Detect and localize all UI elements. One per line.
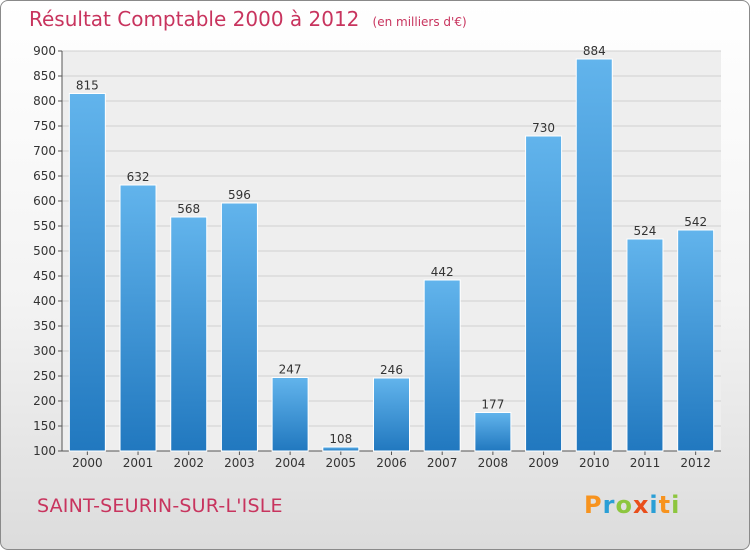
value-label: 730	[532, 121, 555, 135]
x-tick-label: 2005	[326, 456, 357, 470]
bar-2010	[575, 58, 613, 452]
value-label: 246	[380, 363, 403, 377]
commune-name: SAINT-SEURIN-SUR-L'ISLE	[37, 495, 283, 517]
y-tick-label: 400	[33, 294, 56, 308]
y-tick-label: 650	[33, 169, 56, 183]
y-tick-label: 500	[33, 244, 56, 258]
y-tick-label: 700	[33, 144, 56, 158]
x-tick-label: 2007	[427, 456, 458, 470]
x-tick-label: 2008	[478, 456, 509, 470]
bar-2001	[119, 184, 157, 452]
value-label: 524	[634, 224, 657, 238]
x-tick-label: 2001	[123, 456, 154, 470]
value-label: 442	[431, 265, 454, 279]
y-tick-label: 750	[33, 119, 56, 133]
x-tick-label: 2009	[528, 456, 559, 470]
logo-letter: t	[658, 491, 672, 519]
y-tick-label: 200	[33, 394, 56, 408]
x-tick-label: 2002	[173, 456, 204, 470]
chart-subtitle: (en milliers d'€)	[372, 15, 467, 29]
proxiti-logo[interactable]: Proxiti	[584, 491, 680, 519]
x-tick-label: 2011	[630, 456, 661, 470]
value-label: 596	[228, 188, 251, 202]
bar-2005	[322, 446, 360, 452]
x-tick-label: 2000	[72, 456, 103, 470]
value-label: 108	[329, 432, 352, 446]
bar-2008	[474, 412, 512, 452]
bar-2011	[626, 238, 664, 452]
x-tick-label: 2006	[376, 456, 407, 470]
logo-letter: P	[584, 491, 603, 519]
x-tick-label: 2003	[224, 456, 255, 470]
y-tick-label: 550	[33, 219, 56, 233]
y-tick-label: 450	[33, 269, 56, 283]
value-label: 177	[481, 398, 504, 412]
bar-2000	[68, 93, 106, 452]
bar-2006	[373, 377, 410, 452]
y-tick-label: 300	[33, 344, 56, 358]
chart-title: Résultat Comptable 2000 à 2012	[29, 7, 360, 31]
bar-2002	[170, 216, 208, 452]
bars	[68, 58, 715, 452]
x-tick-label: 2012	[680, 456, 711, 470]
bar-2007	[423, 279, 461, 452]
y-tick-label: 850	[33, 69, 56, 83]
y-tick-label: 600	[33, 194, 56, 208]
x-tick-label: 2010	[579, 456, 610, 470]
y-tick-label: 350	[33, 319, 56, 333]
bar-2009	[525, 135, 563, 452]
value-label: 542	[684, 215, 707, 229]
bar-2012	[677, 229, 715, 452]
value-label: 632	[127, 170, 150, 184]
value-label: 568	[177, 202, 200, 216]
logo-letter: i	[649, 491, 659, 519]
y-tick-label: 250	[33, 369, 56, 383]
value-label: 815	[76, 79, 99, 93]
logo-letter: r	[602, 491, 616, 519]
bar-2004	[271, 377, 309, 452]
title-row: Résultat Comptable 2000 à 2012 (en milli…	[29, 7, 467, 31]
bar-2003	[220, 202, 258, 452]
y-tick-label: 900	[33, 44, 56, 58]
logo-letter: i	[671, 491, 681, 519]
value-label: 247	[279, 363, 302, 377]
logo-letter: x	[632, 491, 650, 519]
logo-letter: o	[615, 491, 633, 519]
y-tick-label: 800	[33, 94, 56, 108]
x-tick-label: 2004	[275, 456, 306, 470]
y-tick-label: 100	[33, 444, 56, 458]
value-label: 884	[583, 44, 606, 58]
labels: 100 150 200 250 300 350 400 450 500 550 600 650 700 7…	[33, 44, 711, 470]
y-tick-label: 150	[33, 419, 56, 433]
